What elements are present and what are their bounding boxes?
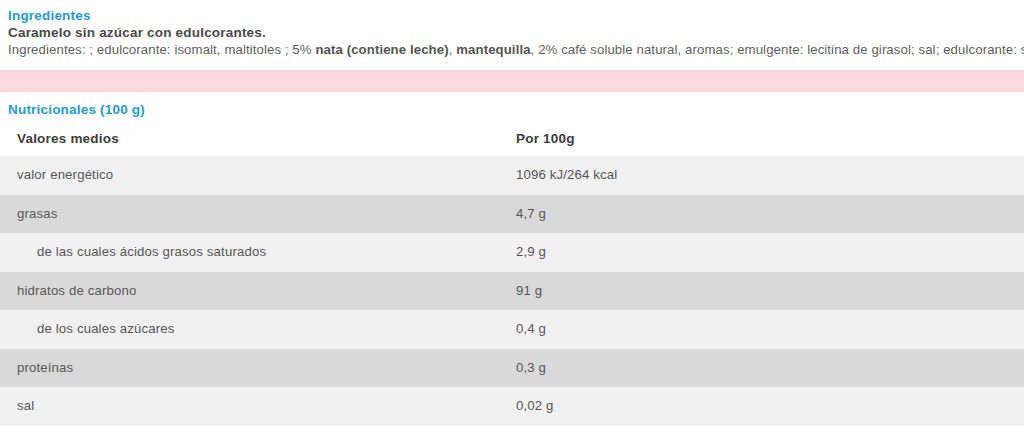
nutrition-section-title: Nutricionales (100 g) (8, 103, 1024, 117)
ingredients-section: Ingredientes Caramelo sin azúcar con edu… (0, 0, 1024, 57)
nutrient-value: 0,3 g (516, 349, 546, 388)
pink-divider-bar (0, 70, 1024, 92)
table-row: proteínas 0,3 g (0, 349, 1024, 388)
nutrient-label: hidratos de carbono (17, 272, 136, 311)
ingredients-section-title: Ingredientes (8, 9, 1014, 23)
nutrient-value: 0,02 g (516, 387, 554, 426)
nutrient-label: grasas (17, 195, 57, 234)
nutrient-value: 1096 kJ/264 kcal (516, 156, 617, 195)
product-info-page: Ingredientes Caramelo sin azúcar con edu… (0, 0, 1024, 432)
nutrition-table-body: valor energético 1096 kJ/264 kcal grasas… (0, 156, 1024, 426)
table-row: grasas 4,7 g (0, 195, 1024, 234)
column-header-per-100g: Por 100g (516, 122, 575, 156)
column-header-values: Valores medios (17, 131, 119, 146)
ingredients-list-text: Ingredientes: ; edulcorante: isomalt, ma… (8, 43, 1014, 57)
nutrient-value: 4,7 g (516, 195, 546, 234)
table-row: sal 0,02 g (0, 387, 1024, 426)
nutrition-table-header: Valores medios Por 100g (0, 122, 1024, 156)
nutrient-value: 91 g (516, 272, 542, 311)
nutrient-label: valor energético (17, 156, 113, 195)
ingredient-text-segment: Ingredientes: ; edulcorante: isomalt, ma… (8, 42, 315, 57)
ingredient-text-segment: , 2% café soluble natural, aromas; emulg… (531, 42, 1024, 57)
nutrient-label: de los cuales azúcares (37, 310, 174, 349)
nutrient-label: proteínas (17, 349, 73, 388)
nutrient-value: 2,9 g (516, 233, 546, 272)
nutrient-label: de las cuales ácidos grasos saturados (37, 233, 266, 272)
product-summary: Caramelo sin azúcar con edulcorantes. (8, 26, 1014, 40)
nutrient-value: 0,4 g (516, 310, 546, 349)
table-row: hidratos de carbono 91 g (0, 272, 1024, 311)
table-row: valor energético 1096 kJ/264 kcal (0, 156, 1024, 195)
ingredient-highlighted-text: mantequilla (456, 42, 530, 57)
nutrition-section: Nutricionales (100 g) Valores medios Por… (0, 92, 1024, 426)
nutrition-table: Valores medios Por 100g valor energético… (0, 122, 1024, 426)
table-row: de los cuales azúcares 0,4 g (0, 310, 1024, 349)
table-row: de las cuales ácidos grasos saturados 2,… (0, 233, 1024, 272)
nutrient-label: sal (17, 387, 34, 426)
ingredient-highlighted-text: nata (contiene leche) (315, 42, 448, 57)
